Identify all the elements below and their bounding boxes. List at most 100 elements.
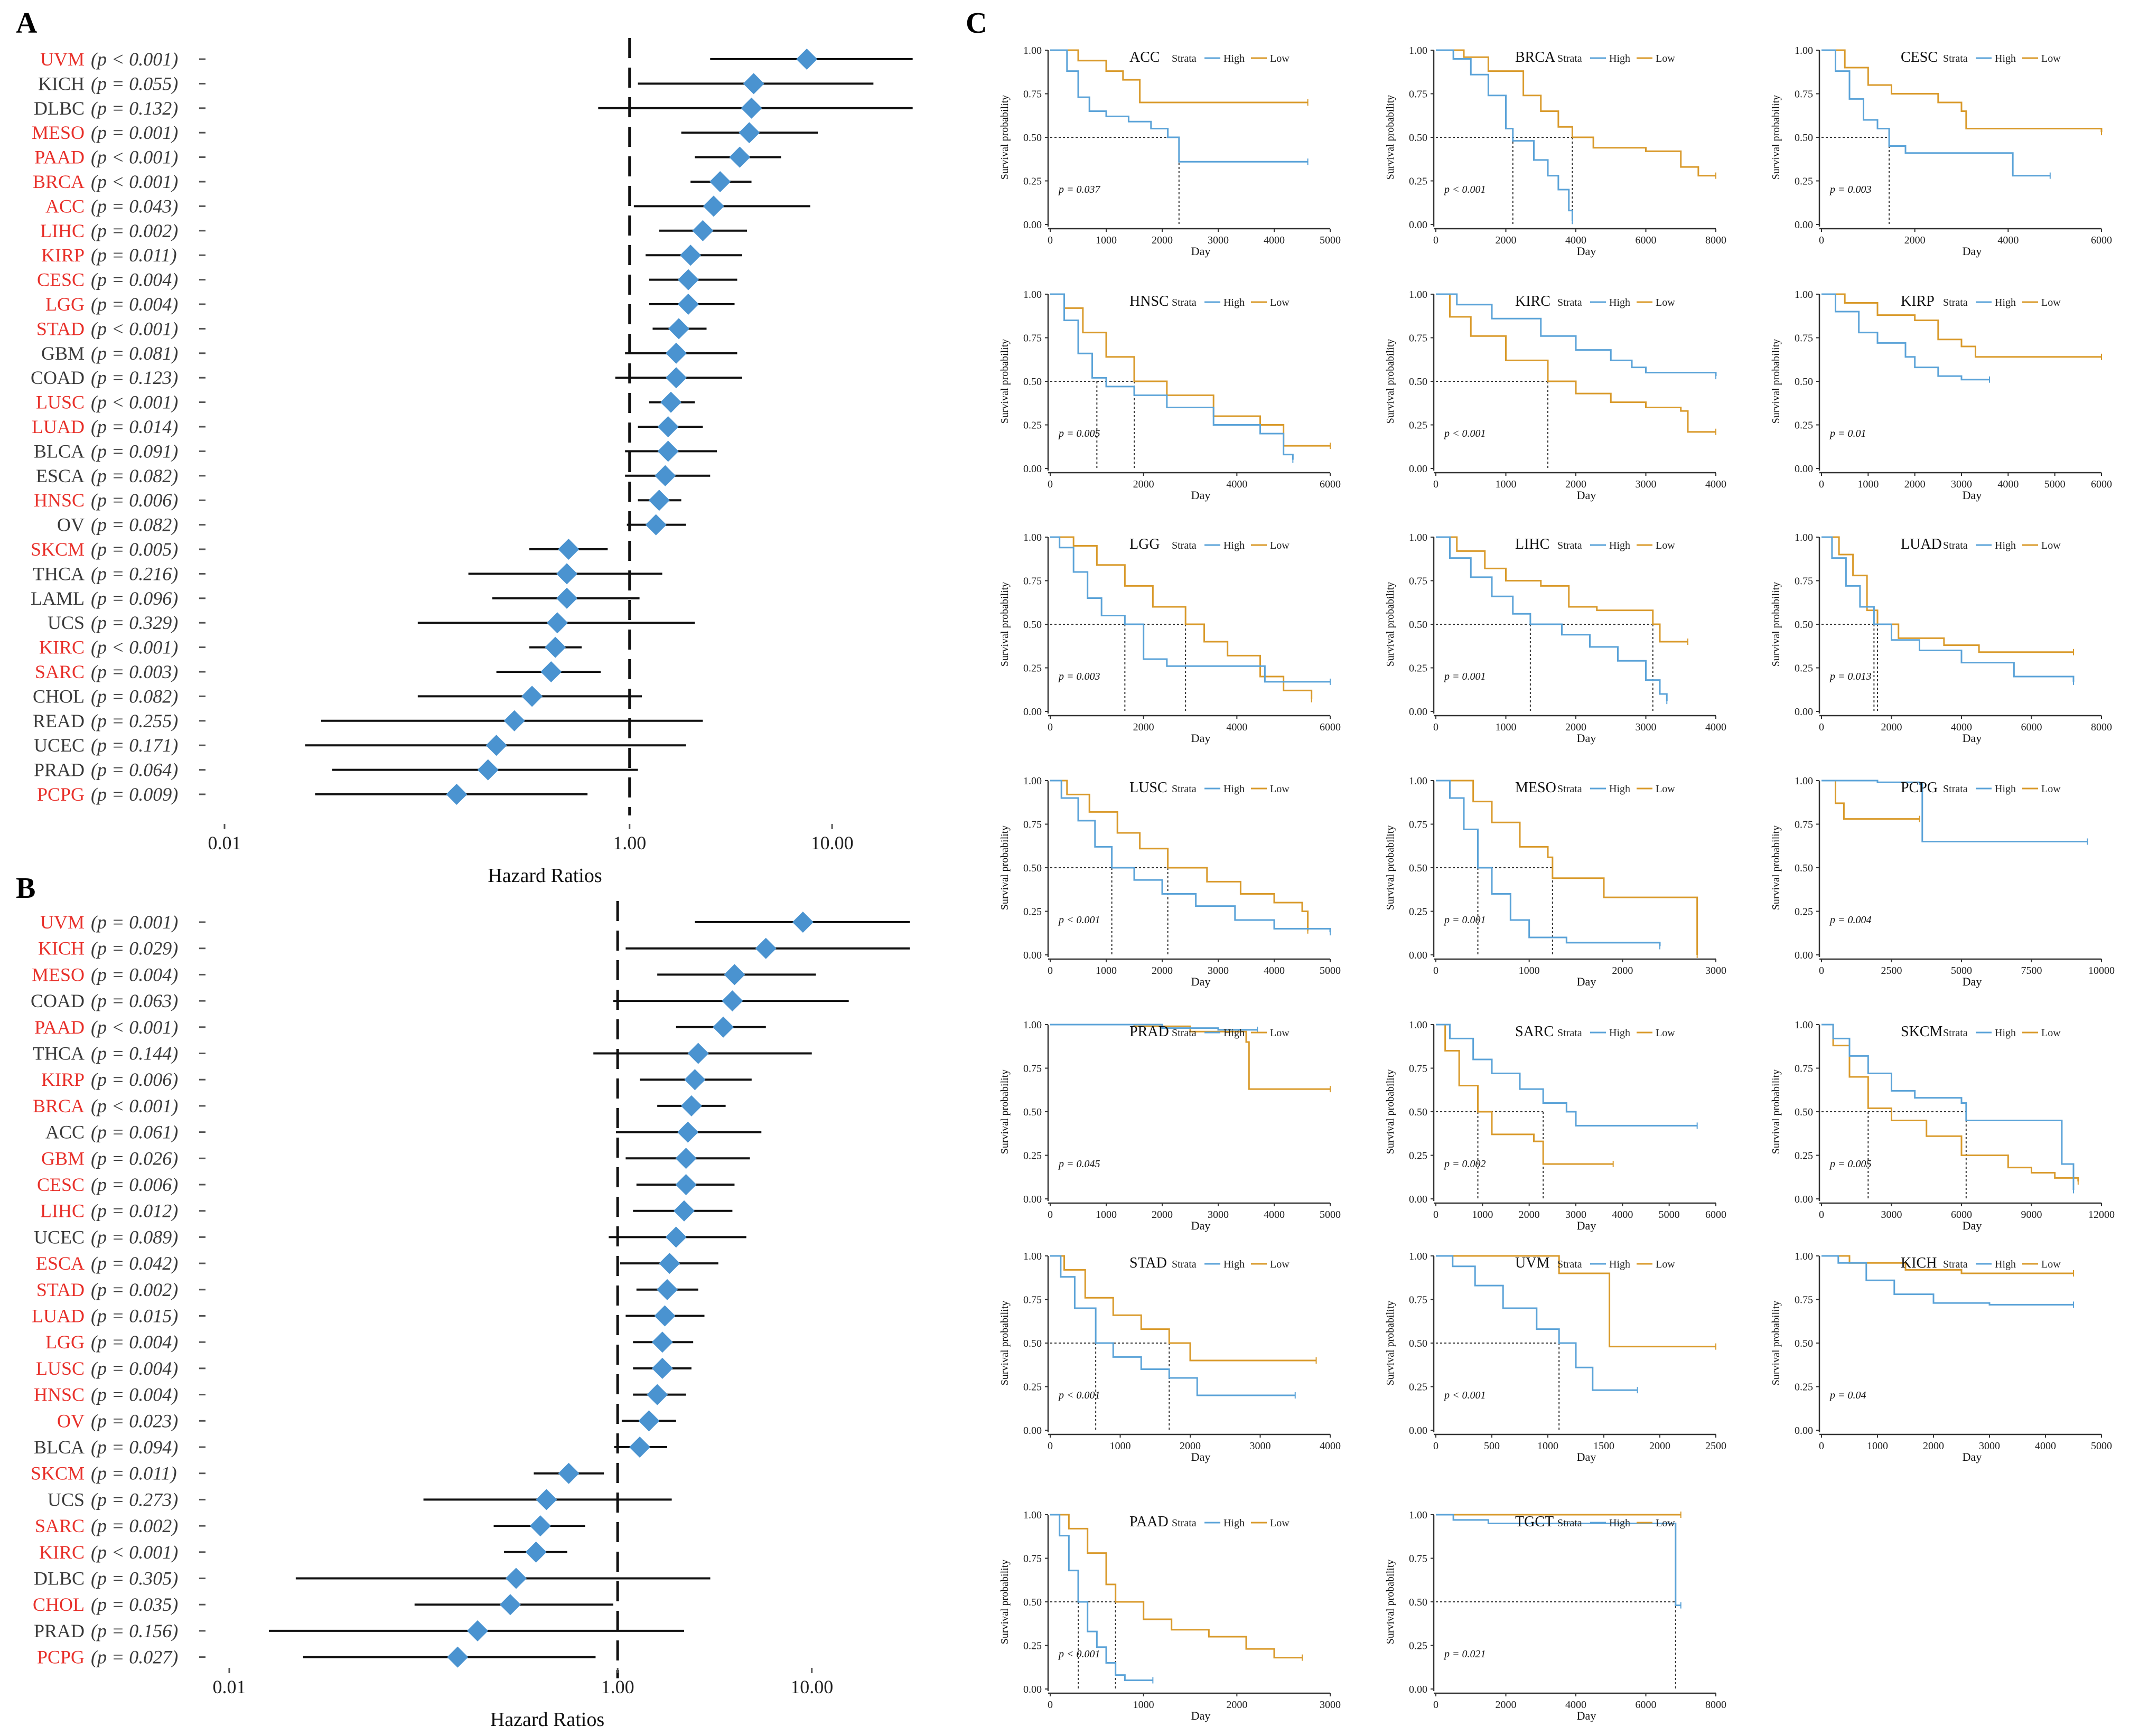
row-name: LGG bbox=[45, 1331, 85, 1353]
row-name: PAAD bbox=[34, 147, 85, 168]
hr-diamond bbox=[545, 636, 566, 658]
km-plot-prad: 0.00 0.25 0.50 0.75 1.00 0 1000 2000 3000 4000 500… bbox=[999, 1019, 1341, 1232]
legend-low-label: Low bbox=[1656, 297, 1675, 308]
y-tick-label: 1.00 bbox=[1023, 289, 1042, 301]
row-name: LUAD bbox=[32, 1306, 85, 1327]
km-title: BRCA bbox=[1515, 49, 1556, 65]
x-tick-label: 1000 bbox=[1096, 1209, 1117, 1221]
x-axis-label: Day bbox=[1191, 975, 1211, 988]
legend-strata-label: Strata bbox=[1172, 1027, 1197, 1039]
x-tick-label: 0 bbox=[1433, 478, 1438, 490]
row-name: SARC bbox=[35, 1515, 85, 1536]
row-name: PRAD bbox=[34, 1620, 85, 1641]
row-pvalue: (p = 0.082) bbox=[91, 465, 178, 486]
x-tick-label: 2000 bbox=[1565, 478, 1586, 490]
row-name: ESCA bbox=[36, 1253, 85, 1274]
curve-high bbox=[1436, 1024, 1697, 1127]
km-pvalue: p = 0.01 bbox=[1829, 428, 1866, 439]
hr-diamond bbox=[713, 1016, 734, 1038]
y-tick-label: 0.00 bbox=[1795, 1425, 1813, 1437]
y-axis-label: Survival probability bbox=[999, 1301, 1011, 1386]
x-tick-label: 3000 bbox=[1951, 478, 1972, 490]
y-tick-label: 1.00 bbox=[1023, 1251, 1042, 1262]
x-tick-label: 1000 bbox=[1110, 1440, 1131, 1452]
y-tick-label: 0.75 bbox=[1409, 576, 1427, 587]
y-tick-label: 0.00 bbox=[1409, 950, 1427, 961]
x-tick-label: 4000 bbox=[1705, 721, 1726, 733]
km-plot-tgct: 0.00 0.25 0.50 0.75 1.00 0 2000 4000 6000 8000 Day… bbox=[1385, 1509, 1726, 1722]
legend-strata-label: Strata bbox=[1943, 1027, 1968, 1039]
hr-diamond bbox=[677, 294, 699, 315]
x-axis-label: Hazard Ratios bbox=[490, 1709, 604, 1731]
x-tick-label: 1000 bbox=[1096, 234, 1117, 246]
row-name: UCS bbox=[48, 612, 85, 633]
x-tick-label: 2000 bbox=[1612, 965, 1633, 977]
row-pvalue: (p = 0.089) bbox=[91, 1226, 178, 1247]
panel-label-b: B bbox=[16, 872, 35, 905]
km-plot-lgg: 0.00 0.25 0.50 0.75 1.00 0 2000 4000 6000 Day Surv… bbox=[999, 532, 1341, 745]
row-pvalue: (p = 0.082) bbox=[91, 514, 178, 536]
y-tick-label: 0.00 bbox=[1023, 1684, 1042, 1695]
x-tick-label: 3000 bbox=[1636, 721, 1657, 733]
curve-low bbox=[1436, 1024, 1613, 1165]
row-name: KIRP bbox=[41, 245, 85, 266]
legend-low-label: Low bbox=[2041, 783, 2061, 795]
curve-high bbox=[1050, 49, 1308, 163]
x-tick-label: 12000 bbox=[2088, 1209, 2115, 1221]
x-axis-label: Day bbox=[1963, 975, 1982, 988]
x-tick-label: 0 bbox=[1048, 965, 1053, 977]
curve-high bbox=[1050, 293, 1294, 460]
row-pvalue: (p = 0.004) bbox=[91, 269, 178, 290]
y-tick-label: 0.50 bbox=[1409, 862, 1427, 874]
legend-low-label: Low bbox=[1270, 1517, 1290, 1529]
x-tick-label: 0 bbox=[1819, 965, 1824, 977]
y-tick-label: 0.25 bbox=[1409, 1382, 1427, 1393]
y-tick-label: 0.75 bbox=[1023, 1294, 1042, 1306]
y-tick-label: 0.50 bbox=[1795, 1338, 1813, 1349]
x-tick-label: 4000 bbox=[1951, 721, 1972, 733]
km-plot-uvm: 0.00 0.25 0.50 0.75 1.00 0 500 1000 1500 2000 2500… bbox=[1385, 1251, 1726, 1463]
legend-high-label: High bbox=[1995, 53, 2016, 64]
x-tick-label: 3000 bbox=[1208, 1209, 1229, 1221]
x-tick-label: 6000 bbox=[2021, 721, 2042, 733]
x-tick-label: 1000 bbox=[1133, 1699, 1154, 1711]
hr-diamond bbox=[709, 171, 731, 192]
x-tick-label: 3000 bbox=[1705, 965, 1726, 977]
km-title: SARC bbox=[1515, 1024, 1554, 1040]
row-name: BRCA bbox=[33, 1095, 85, 1116]
hr-diamond bbox=[556, 587, 577, 609]
km-plot-meso: 0.00 0.25 0.50 0.75 1.00 0 1000 2000 3000 Day Surv… bbox=[1385, 775, 1726, 988]
y-tick-label: 0.75 bbox=[1795, 1063, 1813, 1075]
x-tick-label: 0 bbox=[1819, 721, 1824, 733]
legend-strata-label: Strata bbox=[1943, 540, 1968, 551]
x-axis-label: Day bbox=[1963, 489, 1982, 502]
y-tick-label: 0.00 bbox=[1023, 706, 1042, 718]
y-tick-label: 1.00 bbox=[1409, 1251, 1427, 1262]
row-name: BRCA bbox=[33, 171, 85, 192]
y-tick-label: 0.50 bbox=[1023, 1597, 1042, 1608]
x-tick-label: 3000 bbox=[1208, 965, 1229, 977]
row-pvalue: (p = 0.009) bbox=[91, 784, 178, 805]
row-pvalue: (p = 0.005) bbox=[91, 539, 178, 560]
y-axis-label: Survival probability bbox=[1385, 582, 1396, 667]
x-tick-label: 2500 bbox=[1705, 1440, 1726, 1452]
y-tick-label: 0.00 bbox=[1795, 950, 1813, 961]
y-tick-label: 1.00 bbox=[1795, 775, 1813, 787]
x-tick-label: 1000 bbox=[1496, 478, 1517, 490]
hr-diamond bbox=[446, 784, 468, 805]
y-tick-label: 1.00 bbox=[1023, 1019, 1042, 1031]
y-tick-label: 0.25 bbox=[1795, 420, 1813, 431]
x-axis-label: Day bbox=[1191, 245, 1211, 258]
y-tick-label: 0.50 bbox=[1023, 132, 1042, 144]
row-pvalue: (p = 0.156) bbox=[91, 1620, 178, 1641]
x-tick-label: 4000 bbox=[1997, 234, 2019, 246]
x-tick-label: 5000 bbox=[1320, 1209, 1341, 1221]
km-pvalue: p = 0.005 bbox=[1058, 428, 1100, 439]
hr-diamond bbox=[743, 73, 764, 95]
row-pvalue: (p = 0.094) bbox=[91, 1437, 178, 1458]
row-name: BLCA bbox=[34, 1437, 85, 1458]
y-tick-label: 1.00 bbox=[1409, 532, 1427, 543]
x-tick-label: 1.00 bbox=[601, 1676, 634, 1697]
km-plot-kirc: 0.00 0.25 0.50 0.75 1.00 0 1000 2000 3000 4000 Day… bbox=[1385, 289, 1726, 502]
km-pvalue: p = 0.021 bbox=[1443, 1648, 1486, 1660]
